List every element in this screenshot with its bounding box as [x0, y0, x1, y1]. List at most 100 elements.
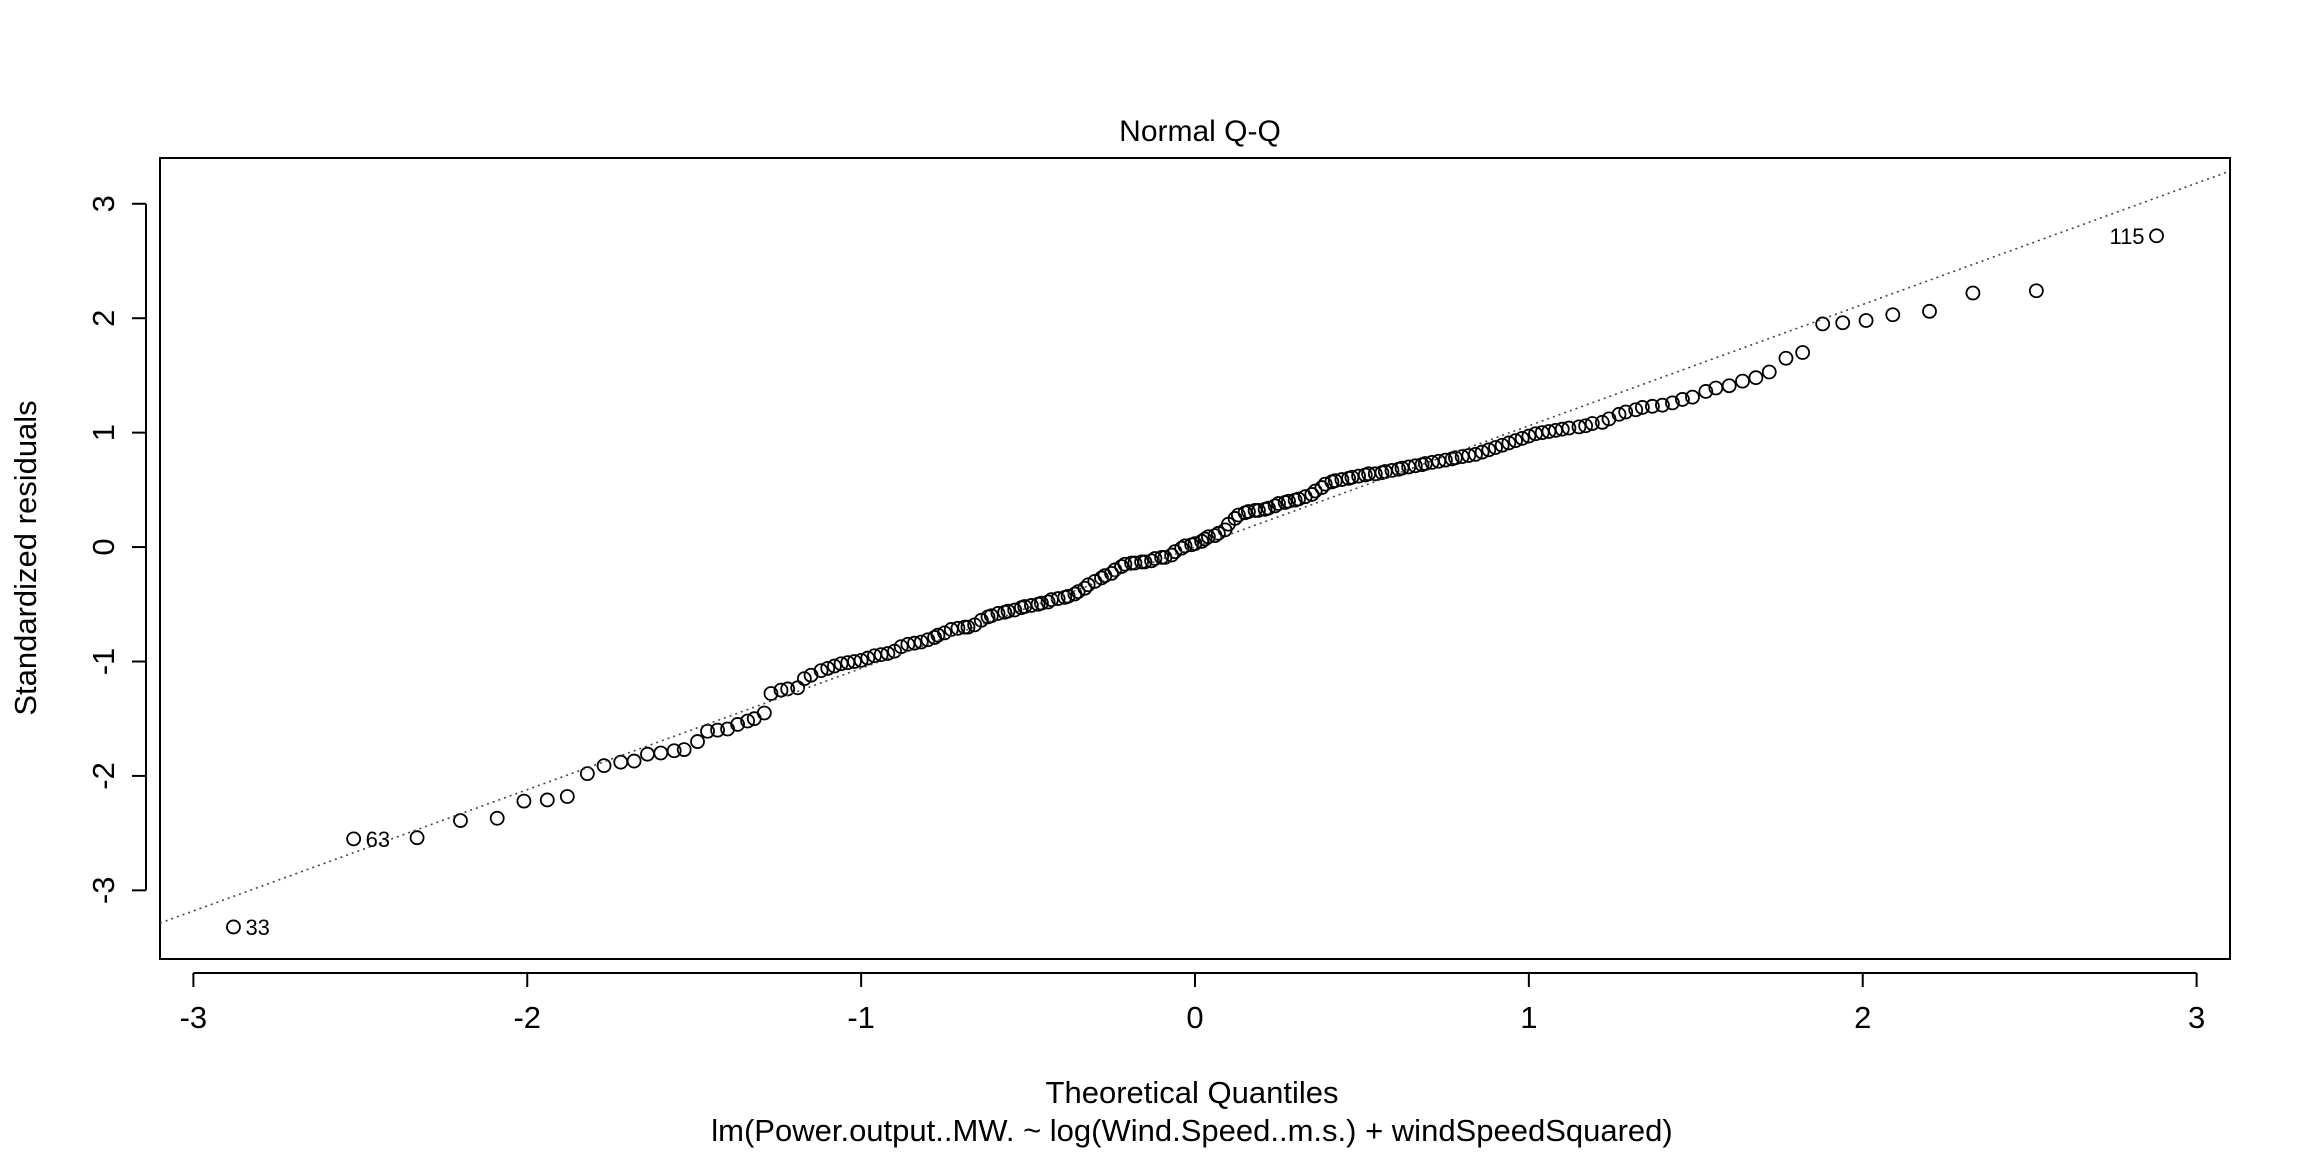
y-axis-title: Standardized residuals — [8, 400, 43, 715]
data-point — [1271, 496, 1286, 511]
data-point — [1778, 350, 1794, 366]
data-point — [1127, 555, 1143, 571]
data-point — [1514, 430, 1530, 446]
data-point — [1007, 602, 1023, 618]
data-point — [1174, 540, 1190, 556]
data-point — [1077, 580, 1093, 596]
y-tick-label: 3 — [86, 195, 121, 212]
data-point — [1164, 547, 1180, 563]
x-tick-label: -1 — [847, 1000, 875, 1035]
data-point — [907, 635, 922, 651]
y-tick-label: -2 — [86, 762, 121, 790]
point-label: 115 — [2109, 224, 2144, 249]
data-point — [453, 813, 468, 828]
y-tick-label: 2 — [86, 310, 121, 327]
data-point — [1858, 313, 1874, 328]
data-point — [710, 722, 725, 738]
data-point — [1367, 466, 1383, 482]
data-point — [1241, 504, 1256, 519]
data-point — [960, 619, 976, 635]
data-point — [226, 919, 241, 935]
data-point — [1200, 529, 1216, 545]
data-point — [1685, 389, 1700, 405]
y-tick-label: 1 — [86, 424, 121, 441]
x-axis-title: Theoretical Quantiles — [1046, 1075, 1339, 1110]
data-point — [1675, 392, 1690, 407]
data-point — [2149, 228, 2164, 244]
data-point — [559, 789, 575, 804]
data-point — [1965, 285, 1981, 301]
x-tick-label: -3 — [180, 1000, 208, 1035]
data-point — [1571, 419, 1587, 435]
data-point — [1521, 428, 1537, 444]
data-point — [1024, 598, 1039, 613]
data-point — [666, 743, 682, 759]
data-point — [1885, 307, 1901, 323]
data-point — [983, 608, 999, 624]
data-point — [1554, 421, 1570, 437]
data-point — [1291, 491, 1306, 507]
data-point — [1922, 303, 1937, 319]
data-point — [853, 652, 869, 668]
data-point — [763, 686, 779, 701]
data-point — [1461, 448, 1477, 463]
data-point — [873, 647, 889, 663]
data-point — [1815, 316, 1831, 332]
data-point — [1578, 418, 1594, 434]
data-point — [860, 650, 876, 666]
data-point — [1104, 565, 1119, 581]
data-point — [1197, 531, 1213, 547]
data-point — [827, 658, 842, 674]
data-point — [1488, 440, 1503, 455]
data-point — [1761, 364, 1777, 380]
data-point — [1795, 345, 1811, 360]
data-point — [1147, 551, 1163, 566]
y-tick-label: -3 — [86, 877, 121, 905]
chart-title: Normal Q-Q — [1119, 115, 1281, 148]
data-point — [1384, 462, 1400, 478]
data-point — [626, 753, 642, 769]
data-point — [1317, 476, 1333, 492]
data-point — [1474, 444, 1490, 460]
data-point — [1721, 378, 1737, 394]
data-point — [913, 634, 929, 650]
data-point — [1618, 404, 1634, 420]
data-point — [880, 646, 896, 661]
data-point — [813, 663, 829, 679]
y-tick-label: 0 — [86, 538, 121, 555]
x-axis: -3 -2 -1 0 1 2 3 — [180, 972, 2205, 1035]
data-point — [740, 713, 756, 729]
data-point — [990, 606, 1006, 621]
data-point — [730, 717, 745, 732]
data-point — [1735, 373, 1750, 389]
data-point — [579, 766, 595, 782]
x-tick-label: 1 — [1520, 1000, 1537, 1035]
data-point — [346, 831, 362, 847]
data-point — [676, 742, 692, 757]
x-tick-label: 2 — [1854, 1000, 1871, 1035]
data-point — [1177, 538, 1193, 554]
data-point — [539, 792, 555, 808]
data-point — [1040, 594, 1056, 610]
data-point — [409, 830, 425, 846]
data-point — [1655, 397, 1670, 413]
qq-reference-line — [160, 170, 2230, 924]
data-point — [756, 705, 772, 721]
data-point — [1438, 452, 1453, 468]
data-point — [1231, 507, 1246, 523]
data-point — [1665, 395, 1680, 411]
y-tick-label: -1 — [86, 648, 121, 676]
y-axis: -3 -2 -1 0 1 2 3 — [86, 195, 147, 905]
data-point — [640, 746, 655, 762]
data-point — [950, 620, 966, 636]
point-label: 33 — [245, 915, 269, 940]
data-point — [1494, 437, 1510, 453]
data-point — [1584, 416, 1600, 431]
data-point — [1645, 398, 1660, 414]
data-point — [613, 754, 629, 770]
model-formula-subtitle: lm(Power.output..MW. ~ log(Wind.Speed..m… — [711, 1113, 1672, 1148]
data-point — [1144, 553, 1159, 569]
data-point — [893, 639, 909, 655]
x-tick-label: 3 — [2188, 1000, 2205, 1035]
data-point — [820, 660, 836, 676]
